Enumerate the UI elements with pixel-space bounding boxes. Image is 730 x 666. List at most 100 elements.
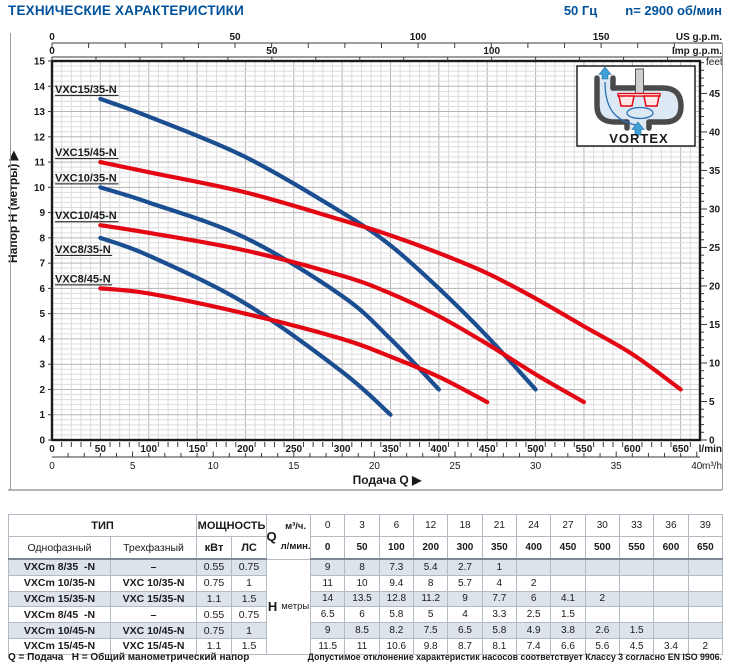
page-footer: Q = Подача H = Общий манометрический нап…	[8, 652, 722, 663]
pump-casing-wall	[594, 75, 630, 125]
head-value: 1	[481, 558, 518, 576]
head-value: 8.2	[378, 622, 415, 639]
head-value: 10	[344, 574, 380, 592]
q-lmin-value: 0	[310, 536, 346, 560]
three-phase-model: –	[109, 606, 198, 624]
head-value: 8.7	[447, 637, 483, 655]
svg-text:450: 450	[479, 444, 496, 455]
y-axis-title: Напор H (метры) ▶	[6, 150, 20, 263]
head-value: 11	[310, 574, 346, 592]
outlet-arrow-icon	[598, 66, 612, 80]
q-lmin-value: 350	[481, 536, 518, 560]
speed-label: n= 2900 об/мин	[625, 3, 722, 18]
svg-text:350: 350	[382, 444, 399, 455]
curve-label-VXC10/45-N: VXC10/45-N	[55, 210, 117, 222]
head-value: 12.8	[378, 590, 415, 608]
head-value: 11.2	[413, 590, 449, 608]
q-lmin-value: 300	[447, 536, 483, 560]
tolerance-note: Допустимое отклонение характеристик насо…	[307, 652, 722, 662]
head-value: 7.7	[481, 590, 518, 608]
svg-text:300: 300	[334, 444, 351, 455]
operating-conditions: 50 Гц n= 2900 об/мин	[564, 3, 722, 18]
svg-text:0: 0	[49, 444, 55, 455]
head-value: 9	[310, 558, 346, 576]
q-lmin-value: 400	[515, 536, 552, 560]
three-phase-model: –	[109, 558, 198, 576]
curve-VXC15/35-N	[98, 96, 538, 392]
curve-VXC8/45-N	[98, 286, 490, 405]
svg-text:35: 35	[611, 461, 623, 472]
head-value: 8	[413, 574, 449, 592]
vortex-swirl	[626, 106, 654, 120]
q-lmin-value: 500	[584, 536, 620, 560]
q-m3h-value: 27	[550, 514, 586, 537]
pump-curves-chart: VXC15/35-N VXC15/45-N VXC10/35-N VXC10/45-N…	[6, 32, 723, 491]
svg-text:250: 250	[285, 444, 302, 455]
power-kw: 0.75	[196, 574, 233, 592]
head-value	[687, 606, 723, 624]
power-group-header: МОЩНОСТЬ	[196, 514, 268, 537]
head-value	[653, 558, 689, 576]
pump-row: VXCm 15/45-N VXC 15/45-N 1.1 1.5 11.5 11 10.6 9…	[8, 637, 723, 655]
svg-text:0: 0	[49, 32, 55, 43]
svg-text:5: 5	[130, 461, 136, 472]
svg-text:5: 5	[39, 309, 45, 320]
svg-text:13: 13	[34, 107, 46, 118]
head-value: 13.5	[344, 590, 380, 608]
head-value: 2	[584, 590, 620, 608]
svg-text:550: 550	[576, 444, 593, 455]
svg-text:2: 2	[39, 385, 45, 396]
svg-text:1: 1	[39, 410, 45, 421]
q-m3h-value: 12	[413, 514, 449, 537]
h-unit-label: метры	[281, 601, 310, 613]
head-value: 5.4	[413, 558, 449, 576]
head-value: 6	[344, 606, 380, 624]
q-lmin-value: 450	[550, 536, 586, 560]
curve-VXC8/35-N	[98, 235, 393, 417]
inlet-arrow-icon	[631, 121, 645, 136]
head-value	[653, 606, 689, 624]
q-m3h-value: 39	[687, 514, 723, 537]
q-lmin-value: 50	[344, 536, 380, 560]
power-hp: 1.5	[231, 637, 268, 655]
svg-text:0: 0	[49, 461, 55, 472]
head-value: 3.8	[550, 622, 586, 639]
pump-row: VXCm 10/45-N VXC 10/45-N 0.75 1 9 8.5 8.2 7.5 6.…	[8, 622, 723, 639]
vortex-label: VORTEX	[609, 131, 668, 146]
power-kw: 0.55	[196, 606, 233, 624]
svg-text:14: 14	[34, 82, 46, 93]
head-value	[687, 622, 723, 639]
svg-text:10: 10	[709, 358, 721, 369]
head-value: 5.7	[447, 574, 483, 592]
head-value: 9	[447, 590, 483, 608]
svg-text:10: 10	[208, 461, 220, 472]
q-unit-m3h: м³/ч.	[285, 520, 307, 532]
svg-text:25: 25	[709, 243, 721, 254]
head-value	[584, 574, 620, 592]
page-header: ТЕХНИЧЕСКИЕ ХАРАКТЕРИСТИКИ 50 Гц n= 2900…	[8, 3, 722, 18]
q-m3h-value: 0	[310, 514, 346, 537]
svg-text:50: 50	[266, 46, 278, 57]
power-kw: 1.1	[196, 590, 233, 608]
head-value: 3.3	[481, 606, 518, 624]
power-hp: 1	[231, 622, 268, 639]
head-value: 8	[344, 558, 380, 576]
head-value: 7.3	[378, 558, 415, 576]
type-group-header: ТИП	[7, 514, 198, 537]
head-value: 4	[447, 606, 483, 624]
svg-text:0: 0	[39, 436, 45, 447]
pump-row: VXCm 15/35-N VXC 15/35-N 1.1 1.5 14 13.5 12.8 1…	[8, 590, 723, 608]
curve-label-VXC15/45-N: VXC15/45-N	[55, 147, 117, 159]
kw-header: кВт	[196, 536, 233, 560]
svg-text:11: 11	[34, 158, 45, 169]
three-phase-model: VXC 10/45-N	[109, 622, 198, 639]
head-value: 5.8	[481, 622, 518, 639]
head-value: 5.8	[378, 606, 415, 624]
q-m3h-value: 30	[584, 514, 620, 537]
head-value	[687, 558, 723, 576]
svg-text:0: 0	[709, 436, 715, 447]
head-value: 2.5	[515, 606, 552, 624]
single-phase-model: VXCm 10/35-N	[8, 574, 111, 592]
